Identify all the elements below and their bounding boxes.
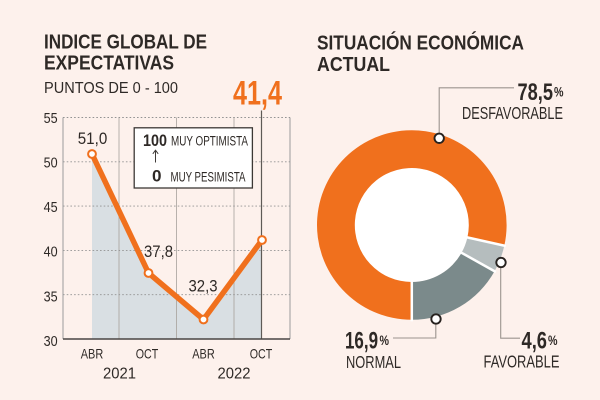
svg-text:FAVORABLE: FAVORABLE	[484, 352, 560, 372]
svg-text:PUNTOS DE 0 - 100: PUNTOS DE 0 - 100	[44, 80, 178, 97]
svg-text:ACTUAL: ACTUAL	[317, 54, 390, 76]
svg-text:MUY OPTIMISTA: MUY OPTIMISTA	[171, 134, 248, 149]
svg-text:2022: 2022	[218, 365, 251, 382]
svg-text:100: 100	[143, 132, 167, 150]
svg-text:40: 40	[44, 245, 58, 261]
svg-text:MUY PESIMISTA: MUY PESIMISTA	[171, 170, 246, 185]
svg-text:NORMAL: NORMAL	[346, 352, 401, 372]
svg-text:37,8: 37,8	[144, 242, 173, 261]
svg-text:SITUACIÓN ECONÓMICA: SITUACIÓN ECONÓMICA	[317, 30, 524, 54]
svg-text:35: 35	[44, 289, 58, 305]
svg-text:78,5: 78,5	[518, 79, 554, 106]
svg-text:OCT: OCT	[250, 346, 273, 362]
svg-text:DESFAVORABLE: DESFAVORABLE	[462, 103, 563, 123]
svg-text:50: 50	[44, 155, 58, 171]
svg-text:2021: 2021	[103, 365, 136, 382]
svg-text:%: %	[380, 333, 390, 348]
svg-text:%: %	[554, 85, 564, 100]
svg-text:%: %	[548, 333, 558, 348]
svg-text:30: 30	[44, 334, 58, 350]
svg-text:51,0: 51,0	[78, 129, 108, 148]
svg-text:INDICE GLOBAL DE: INDICE GLOBAL DE	[44, 31, 207, 53]
svg-text:41,4: 41,4	[233, 75, 282, 113]
svg-text:ABR: ABR	[192, 346, 215, 362]
svg-text:55: 55	[44, 111, 58, 127]
svg-text:ABR: ABR	[81, 346, 104, 362]
svg-text:4,6: 4,6	[522, 328, 548, 355]
svg-text:16,9: 16,9	[345, 328, 378, 355]
svg-text:OCT: OCT	[136, 346, 159, 362]
svg-text:EXPECTATIVAS: EXPECTATIVAS	[44, 52, 174, 74]
svg-text:32,3: 32,3	[189, 277, 218, 296]
svg-text:45: 45	[44, 200, 58, 216]
svg-text:0: 0	[152, 168, 162, 186]
